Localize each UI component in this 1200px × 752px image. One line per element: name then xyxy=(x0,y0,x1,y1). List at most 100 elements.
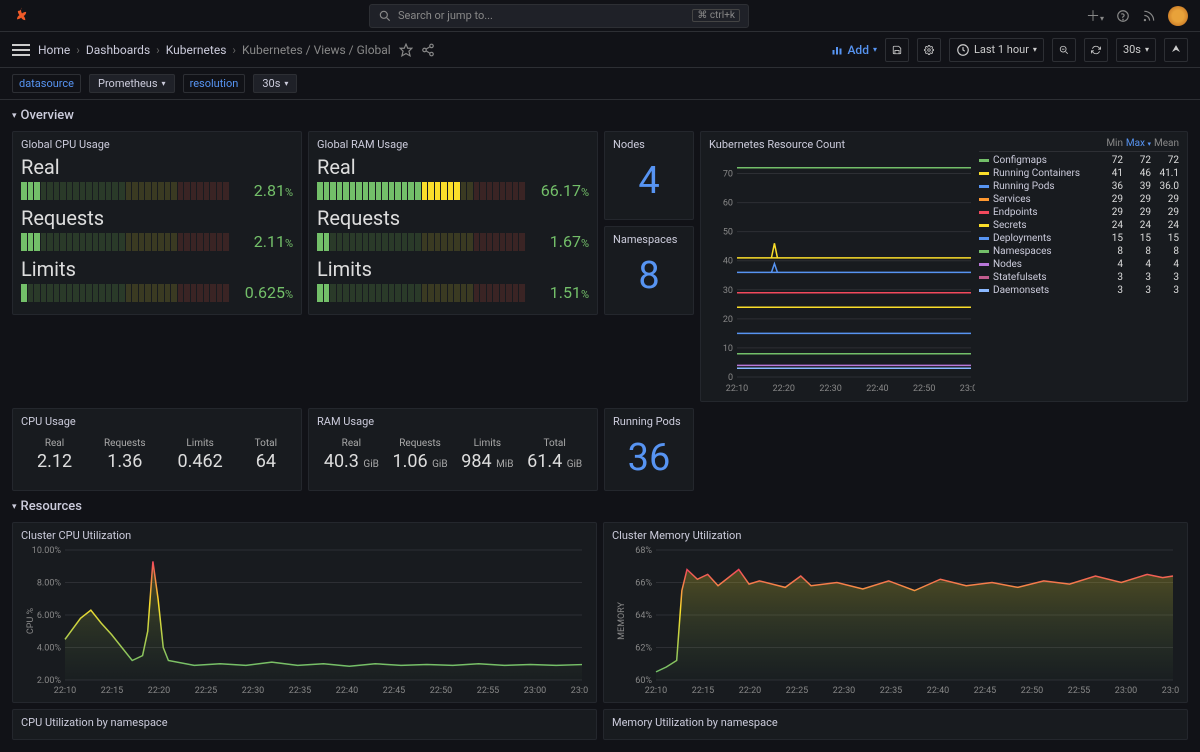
svg-text:2.00%: 2.00% xyxy=(37,676,62,686)
svg-text:70: 70 xyxy=(723,170,733,180)
global-search[interactable]: Search or jump to... ⌘ ctrl+k xyxy=(369,4,749,28)
legend-item[interactable]: Deployments151515 xyxy=(979,232,1179,245)
time-range-picker[interactable]: Last 1 hour▾ xyxy=(949,38,1044,62)
navbar: Home› Dashboards› Kubernetes› Kubernetes… xyxy=(0,32,1200,68)
panel-running-pods[interactable]: Running Pods 36 xyxy=(604,408,694,491)
legend-item[interactable]: Daemonsets333 xyxy=(979,284,1179,297)
svg-text:22:45: 22:45 xyxy=(974,686,996,696)
svg-text:22:10: 22:10 xyxy=(645,686,667,696)
svg-text:22:15: 22:15 xyxy=(692,686,714,696)
svg-text:22:50: 22:50 xyxy=(913,384,935,394)
svg-text:22:40: 22:40 xyxy=(866,384,888,394)
panel-cpu-by-namespace[interactable]: CPU Utilization by namespace xyxy=(12,709,597,740)
nodes-value: 4 xyxy=(613,155,685,207)
save-button[interactable] xyxy=(885,38,909,62)
search-kbd-hint: ⌘ ctrl+k xyxy=(692,9,740,22)
svg-text:4.00%: 4.00% xyxy=(37,644,62,654)
svg-text:22:55: 22:55 xyxy=(477,686,499,696)
svg-text:30: 30 xyxy=(723,286,733,296)
bc-kubernetes[interactable]: Kubernetes xyxy=(166,43,227,57)
svg-text:22:35: 22:35 xyxy=(880,686,902,696)
kiosk-toggle[interactable]: ⮝ xyxy=(1164,38,1188,62)
svg-text:22:55: 22:55 xyxy=(1068,686,1090,696)
svg-text:22:10: 22:10 xyxy=(726,384,748,394)
share-icon[interactable] xyxy=(421,43,435,57)
legend-item[interactable]: Statefulsets333 xyxy=(979,271,1179,284)
refresh-button[interactable] xyxy=(1084,38,1108,62)
panel-cluster-cpu[interactable]: Cluster CPU Utilization 2.00%4.00%6.00%8… xyxy=(12,522,597,703)
grafana-logo-icon[interactable] xyxy=(12,6,32,26)
panel-cluster-mem[interactable]: Cluster Memory Utilization 60%62%64%66%6… xyxy=(603,522,1188,703)
svg-text:22:30: 22:30 xyxy=(819,384,841,394)
save-icon xyxy=(892,43,902,57)
clock-icon xyxy=(956,43,970,57)
legend-item[interactable]: Namespaces888 xyxy=(979,245,1179,258)
legend-item[interactable]: Running Pods363936.0 xyxy=(979,180,1179,193)
bc-current: Kubernetes / Views / Global xyxy=(242,43,391,57)
svg-text:6.00%: 6.00% xyxy=(37,611,62,621)
var-datasource-select[interactable]: Prometheus▾ xyxy=(89,74,175,93)
svg-text:60%: 60% xyxy=(635,676,652,686)
svg-text:22:10: 22:10 xyxy=(54,686,76,696)
help-icon[interactable] xyxy=(1116,9,1130,23)
add-panel-button[interactable]: Add▾ xyxy=(831,43,877,57)
panel-ram-stats[interactable]: RAM Usage Real40.3 GiBRequests1.06 GiBLi… xyxy=(308,408,598,491)
refresh-icon xyxy=(1091,43,1101,57)
svg-text:23:05: 23:05 xyxy=(1162,686,1179,696)
panel-ram-usage[interactable]: Global RAM Usage Real66.17%Requests1.67%… xyxy=(308,131,598,315)
topbar: Search or jump to... ⌘ ctrl+k ＋▾ xyxy=(0,0,1200,32)
svg-text:64%: 64% xyxy=(635,611,652,621)
zoom-out-icon xyxy=(1059,43,1069,57)
svg-text:22:45: 22:45 xyxy=(383,686,405,696)
zoom-out-button[interactable] xyxy=(1052,38,1076,62)
bars-icon xyxy=(831,44,843,56)
legend-item[interactable]: Configmaps727272 xyxy=(979,154,1179,167)
search-placeholder: Search or jump to... xyxy=(398,9,493,22)
panel-resource-count[interactable]: Kubernetes Resource Count 01020304050607… xyxy=(700,131,1188,402)
legend-item[interactable]: Services292929 xyxy=(979,193,1179,206)
svg-text:22:25: 22:25 xyxy=(195,686,217,696)
legend-item[interactable]: Running Containers414641.1 xyxy=(979,167,1179,180)
user-avatar[interactable] xyxy=(1168,6,1188,26)
legend-item[interactable]: Endpoints292929 xyxy=(979,206,1179,219)
svg-text:22:20: 22:20 xyxy=(739,686,761,696)
svg-text:23:00: 23:00 xyxy=(524,686,546,696)
svg-text:10.00%: 10.00% xyxy=(32,546,62,556)
section-overview[interactable]: ▾Overview xyxy=(12,100,1188,131)
refresh-interval[interactable]: 30s▾ xyxy=(1116,38,1156,62)
panel-nodes[interactable]: Nodes 4 xyxy=(604,131,694,220)
add-icon[interactable]: ＋▾ xyxy=(1086,6,1104,26)
svg-text:22:20: 22:20 xyxy=(148,686,170,696)
svg-text:22:20: 22:20 xyxy=(773,384,795,394)
panel-cpu-usage[interactable]: Global CPU Usage Real2.81%Requests2.11%L… xyxy=(12,131,302,315)
menu-toggle[interactable] xyxy=(12,44,30,56)
var-resolution-label: resolution xyxy=(183,74,246,93)
svg-text:8.00%: 8.00% xyxy=(37,579,62,589)
svg-text:MEMORY: MEMORY xyxy=(617,602,627,640)
svg-text:22:25: 22:25 xyxy=(786,686,808,696)
svg-text:20: 20 xyxy=(723,315,733,325)
section-resources[interactable]: ▾Resources xyxy=(12,491,1188,522)
legend-item[interactable]: Secrets242424 xyxy=(979,219,1179,232)
star-icon[interactable] xyxy=(399,43,413,57)
pods-value: 36 xyxy=(613,432,685,484)
svg-text:22:30: 22:30 xyxy=(833,686,855,696)
settings-button[interactable] xyxy=(917,38,941,62)
panel-namespaces[interactable]: Namespaces 8 xyxy=(604,226,694,315)
bc-dashboards[interactable]: Dashboards xyxy=(86,43,150,57)
panel-cpu-stats[interactable]: CPU Usage Real2.12 Requests1.36 Limits0.… xyxy=(12,408,302,491)
svg-text:68%: 68% xyxy=(635,546,652,556)
svg-text:40: 40 xyxy=(723,257,733,267)
svg-text:62%: 62% xyxy=(635,644,652,654)
var-resolution-select[interactable]: 30s▾ xyxy=(253,74,297,93)
svg-text:60: 60 xyxy=(723,199,733,209)
rss-icon[interactable] xyxy=(1142,9,1156,23)
svg-text:22:30: 22:30 xyxy=(242,686,264,696)
svg-text:23:00: 23:00 xyxy=(960,384,975,394)
svg-text:0: 0 xyxy=(728,373,733,383)
bc-home[interactable]: Home xyxy=(38,43,70,57)
svg-text:50: 50 xyxy=(723,228,733,238)
panel-mem-by-namespace[interactable]: Memory Utilization by namespace xyxy=(603,709,1188,740)
svg-text:23:05: 23:05 xyxy=(571,686,588,696)
legend-item[interactable]: Nodes444 xyxy=(979,258,1179,271)
